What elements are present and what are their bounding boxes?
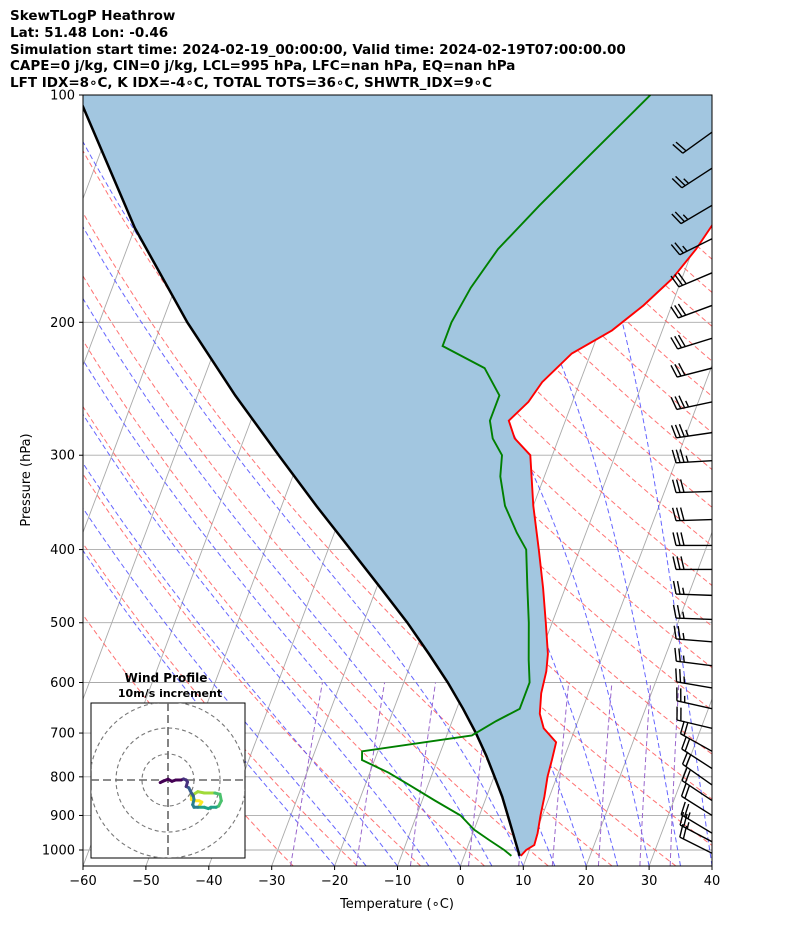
y-tick-label: 1000 [42,844,75,859]
x-axis-ticks: −60 −50 −40 −30 −20 −10 0 10 20 30 40 [69,866,720,889]
wind-barb [672,556,712,571]
chart-title: SkewTLogP Heathrow [10,8,176,24]
y-tick-label: 900 [50,809,75,824]
hodograph-trace [158,777,223,811]
wind-barb [674,647,712,667]
wind-barb [672,532,712,547]
x-tick-label: 20 [578,874,595,889]
wind-barb [681,767,712,802]
wind-barb [672,604,712,621]
wind-barb [676,687,712,710]
y-tick-label: 100 [50,89,75,104]
convective-params-line: CAPE=0 j/kg, CIN=0 j/kg, LCL=995 hPa, LF… [10,58,516,75]
wind-barb [672,580,712,597]
time-line: Simulation start time: 2024-02-19_00:00:… [10,41,626,58]
wind-barb [670,334,712,350]
wind-barb [681,751,712,786]
hodograph-subtitle: 10m/s increment [118,687,222,700]
y-tick-label: 200 [50,316,75,331]
wind-barb [671,479,712,494]
y-axis-label: Pressure (hPa) [19,433,34,526]
x-tick-label: −50 [132,874,159,889]
y-tick-label: 600 [50,676,75,691]
x-tick-label: −40 [195,874,222,889]
wind-barb [670,272,712,288]
dry-adiabat-line [83,405,485,866]
wind-barb [670,423,712,439]
mixing-ratio-line [290,682,323,866]
stability-indices-line: LFT IDX=8∘C, K IDX=-4∘C, TOTAL TOTS=36∘C… [10,75,493,92]
mixing-ratio-line [551,682,570,866]
parcel-profile-line [83,103,521,857]
x-tick-label: −60 [69,874,96,889]
wind-barb [670,395,712,411]
parcel-shaded-area [83,95,712,856]
y-tick-label: 500 [50,616,75,631]
isotherm-line [648,697,712,866]
x-tick-label: −30 [258,874,285,889]
wind-barb [670,238,712,256]
wind-barb [679,811,712,843]
wind-barb [681,736,712,770]
y-tick-label: 800 [50,770,75,785]
wind-barb [671,204,712,225]
mixing-ratio-line [639,682,652,866]
dewpoint-line [361,95,652,857]
wind-barb [671,167,712,189]
y-tick-label: 700 [50,727,75,742]
dry-adiabat-line [83,275,613,866]
plot-area [83,95,712,866]
x-tick-label: 10 [515,874,532,889]
x-tick-label: −20 [321,874,348,889]
wind-barbs [670,131,712,854]
wind-barb [680,783,712,817]
hodograph-inset: Wind Profile 10m/s increment [90,671,246,859]
moist-adiabat-line [83,297,493,866]
y-tick-label: 400 [50,543,75,558]
mixing-ratio-line [597,682,613,866]
mixing-ratio-line [355,682,386,866]
wind-barb [672,131,712,154]
location-line: Lat: 51.48 Lon: -0.46 [10,24,169,41]
isotherm-line [585,531,712,866]
hodograph-title: Wind Profile [125,671,208,685]
wind-barb [676,706,712,730]
mixing-ratio-line [409,682,436,866]
x-tick-label: 0 [456,874,464,889]
isotherm-line [711,864,712,866]
hodograph-segment [158,779,165,785]
x-axis-label: Temperature (∘C) [339,897,454,912]
moist-adiabat-line [83,462,398,866]
y-axis-ticks: 1000 900 800 700 600 500 400 300 200 100 [42,89,83,859]
x-tick-label: 30 [641,874,658,889]
wind-barb [679,720,712,752]
wind-barb [673,625,712,643]
wind-barb [670,303,712,319]
dry-adiabat-line [83,339,549,866]
x-tick-label: −10 [384,874,411,889]
wind-barb [670,362,712,378]
wind-barb [675,668,712,689]
y-tick-label: 300 [50,449,75,464]
temperature-line [507,223,712,857]
dry-adiabat-line [248,95,712,587]
wind-barb [680,801,712,834]
chart-title-block: SkewTLogP Heathrow Lat: 51.48 Lon: -0.46… [10,8,626,92]
moist-adiabat-line [83,413,430,866]
wind-barb [671,507,712,522]
wind-barb [671,449,712,464]
moist-adiabat-line [539,95,712,866]
isotherm-line [522,364,712,866]
x-tick-label: 40 [704,874,721,889]
